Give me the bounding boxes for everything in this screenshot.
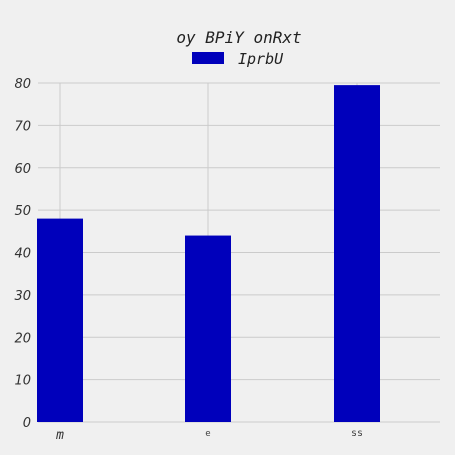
chart-title: oy BPiY onRxt [176,28,301,47]
x-tick-label: m [55,428,64,443]
y-tick-label: 80 [14,77,31,92]
y-axis-ticks: 0 10 20 30 40 50 60 70 80 [14,77,31,431]
legend-swatch [192,52,224,64]
y-tick-label: 10 [14,374,31,389]
bars [37,85,380,423]
x-tick-label: ss [351,428,363,439]
x-tick-label: e [205,429,210,439]
y-tick-label: 20 [14,331,31,346]
y-tick-label: 0 [23,416,31,431]
legend-label: IprbU [238,50,284,68]
legend: IprbU [192,50,284,68]
y-tick-label: 50 [14,204,31,219]
bar-ss [334,85,380,423]
x-axis-ticks: m e ss [55,428,363,443]
bar-m [37,218,83,422]
y-tick-label: 70 [14,119,31,134]
y-tick-label: 60 [14,162,31,177]
y-tick-label: 40 [14,247,31,262]
y-tick-label: 30 [14,289,31,304]
bar-e [185,235,231,422]
